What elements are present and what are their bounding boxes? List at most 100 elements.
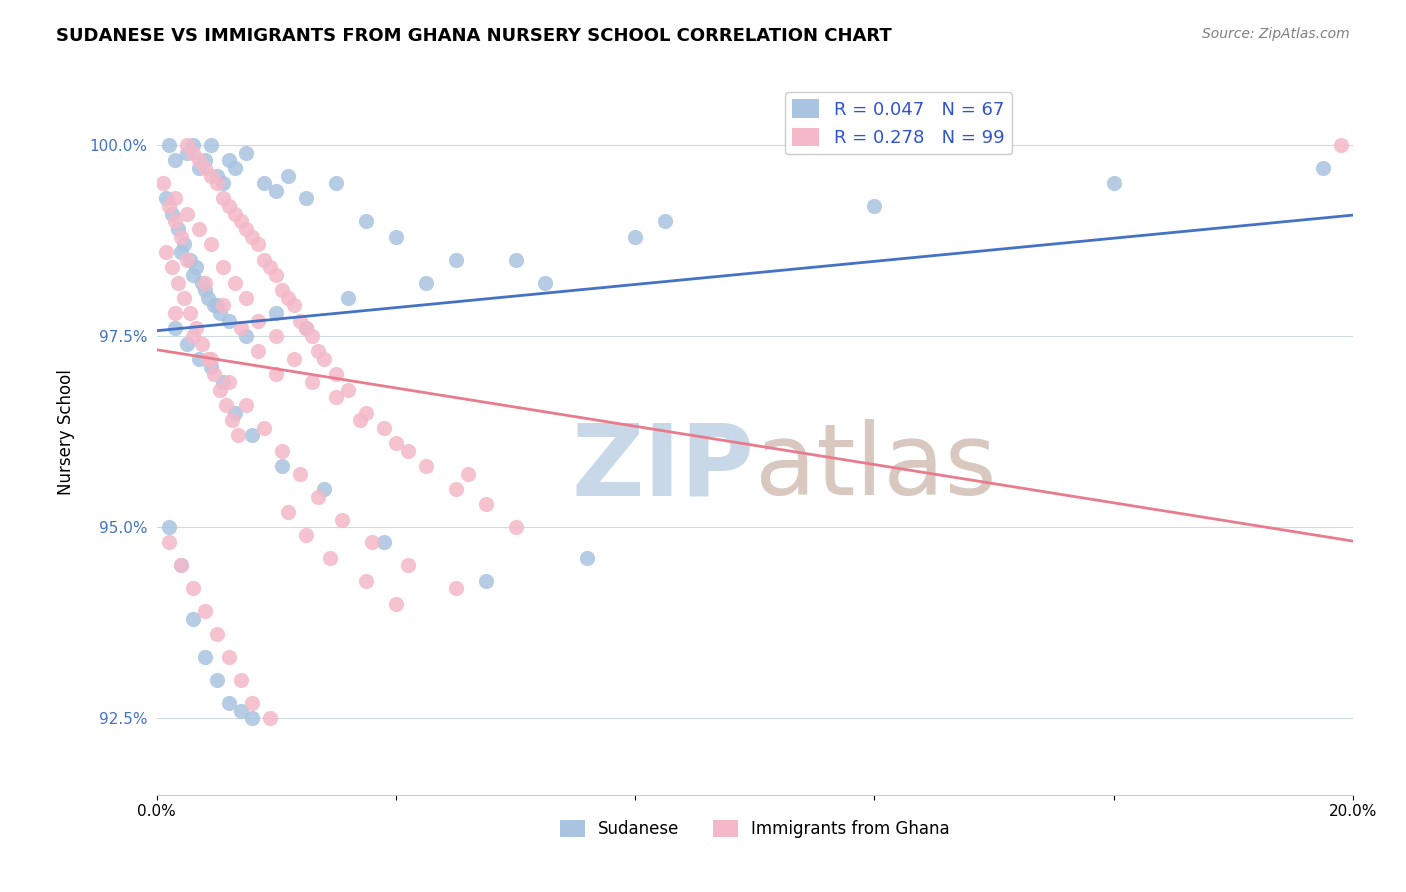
Point — [181, 582, 204, 596]
Point — [277, 291, 299, 305]
Point — [325, 176, 347, 190]
Point — [166, 222, 188, 236]
Point — [349, 413, 371, 427]
Point — [277, 169, 299, 183]
Point — [208, 383, 231, 397]
Point — [202, 298, 225, 312]
Point — [181, 268, 204, 282]
Point — [157, 520, 180, 534]
Text: SUDANESE VS IMMIGRANTS FROM GHANA NURSERY SCHOOL CORRELATION CHART: SUDANESE VS IMMIGRANTS FROM GHANA NURSER… — [56, 27, 891, 45]
Point — [290, 467, 312, 481]
Point — [205, 169, 228, 183]
Point — [211, 191, 233, 205]
Point — [224, 161, 246, 175]
Point — [259, 711, 281, 725]
Point — [242, 229, 264, 244]
Point — [277, 505, 299, 519]
Point — [457, 467, 479, 481]
Point — [205, 673, 228, 687]
Point — [283, 351, 305, 366]
Point — [1312, 161, 1334, 175]
Point — [314, 482, 336, 496]
Point — [295, 191, 318, 205]
Point — [385, 229, 408, 244]
Point — [1330, 138, 1353, 153]
Point — [157, 535, 180, 549]
Point — [259, 260, 281, 275]
Legend: Sudanese, Immigrants from Ghana: Sudanese, Immigrants from Ghana — [553, 813, 956, 845]
Point — [301, 375, 323, 389]
Point — [200, 237, 222, 252]
Point — [229, 321, 252, 335]
Point — [190, 276, 212, 290]
Point — [415, 276, 437, 290]
Point — [361, 535, 384, 549]
Point — [218, 696, 240, 710]
Point — [354, 574, 377, 588]
Point — [211, 298, 233, 312]
Point — [197, 351, 219, 366]
Point — [474, 497, 496, 511]
Point — [271, 283, 294, 297]
Point — [325, 390, 347, 404]
Point — [194, 161, 217, 175]
Point — [247, 314, 270, 328]
Point — [194, 276, 217, 290]
Point — [163, 214, 186, 228]
Point — [385, 597, 408, 611]
Point — [271, 443, 294, 458]
Point — [229, 214, 252, 228]
Point — [863, 199, 886, 213]
Point — [218, 199, 240, 213]
Point — [247, 237, 270, 252]
Point — [184, 260, 207, 275]
Point — [218, 314, 240, 328]
Point — [242, 428, 264, 442]
Point — [211, 375, 233, 389]
Point — [235, 222, 257, 236]
Point — [307, 490, 329, 504]
Point — [187, 161, 209, 175]
Point — [266, 329, 288, 343]
Point — [190, 336, 212, 351]
Point — [157, 138, 180, 153]
Point — [194, 604, 217, 618]
Point — [163, 306, 186, 320]
Point — [176, 207, 198, 221]
Point — [160, 207, 183, 221]
Point — [235, 329, 257, 343]
Point — [319, 550, 342, 565]
Point — [266, 268, 288, 282]
Point — [385, 436, 408, 450]
Point — [181, 612, 204, 626]
Point — [176, 252, 198, 267]
Point — [235, 291, 257, 305]
Point — [242, 711, 264, 725]
Point — [444, 582, 467, 596]
Point — [337, 291, 360, 305]
Point — [200, 138, 222, 153]
Point — [194, 283, 217, 297]
Point — [253, 252, 276, 267]
Point — [295, 321, 318, 335]
Point — [229, 704, 252, 718]
Point — [283, 298, 305, 312]
Point — [218, 375, 240, 389]
Point — [253, 176, 276, 190]
Point — [218, 650, 240, 665]
Point — [181, 145, 204, 160]
Point — [170, 558, 193, 573]
Point — [295, 528, 318, 542]
Point — [187, 222, 209, 236]
Point — [1102, 176, 1125, 190]
Point — [266, 368, 288, 382]
Point — [221, 413, 243, 427]
Point — [337, 383, 360, 397]
Point — [152, 176, 174, 190]
Point — [224, 276, 246, 290]
Point — [247, 344, 270, 359]
Point — [166, 276, 188, 290]
Point — [208, 306, 231, 320]
Text: Source: ZipAtlas.com: Source: ZipAtlas.com — [1202, 27, 1350, 41]
Point — [194, 650, 217, 665]
